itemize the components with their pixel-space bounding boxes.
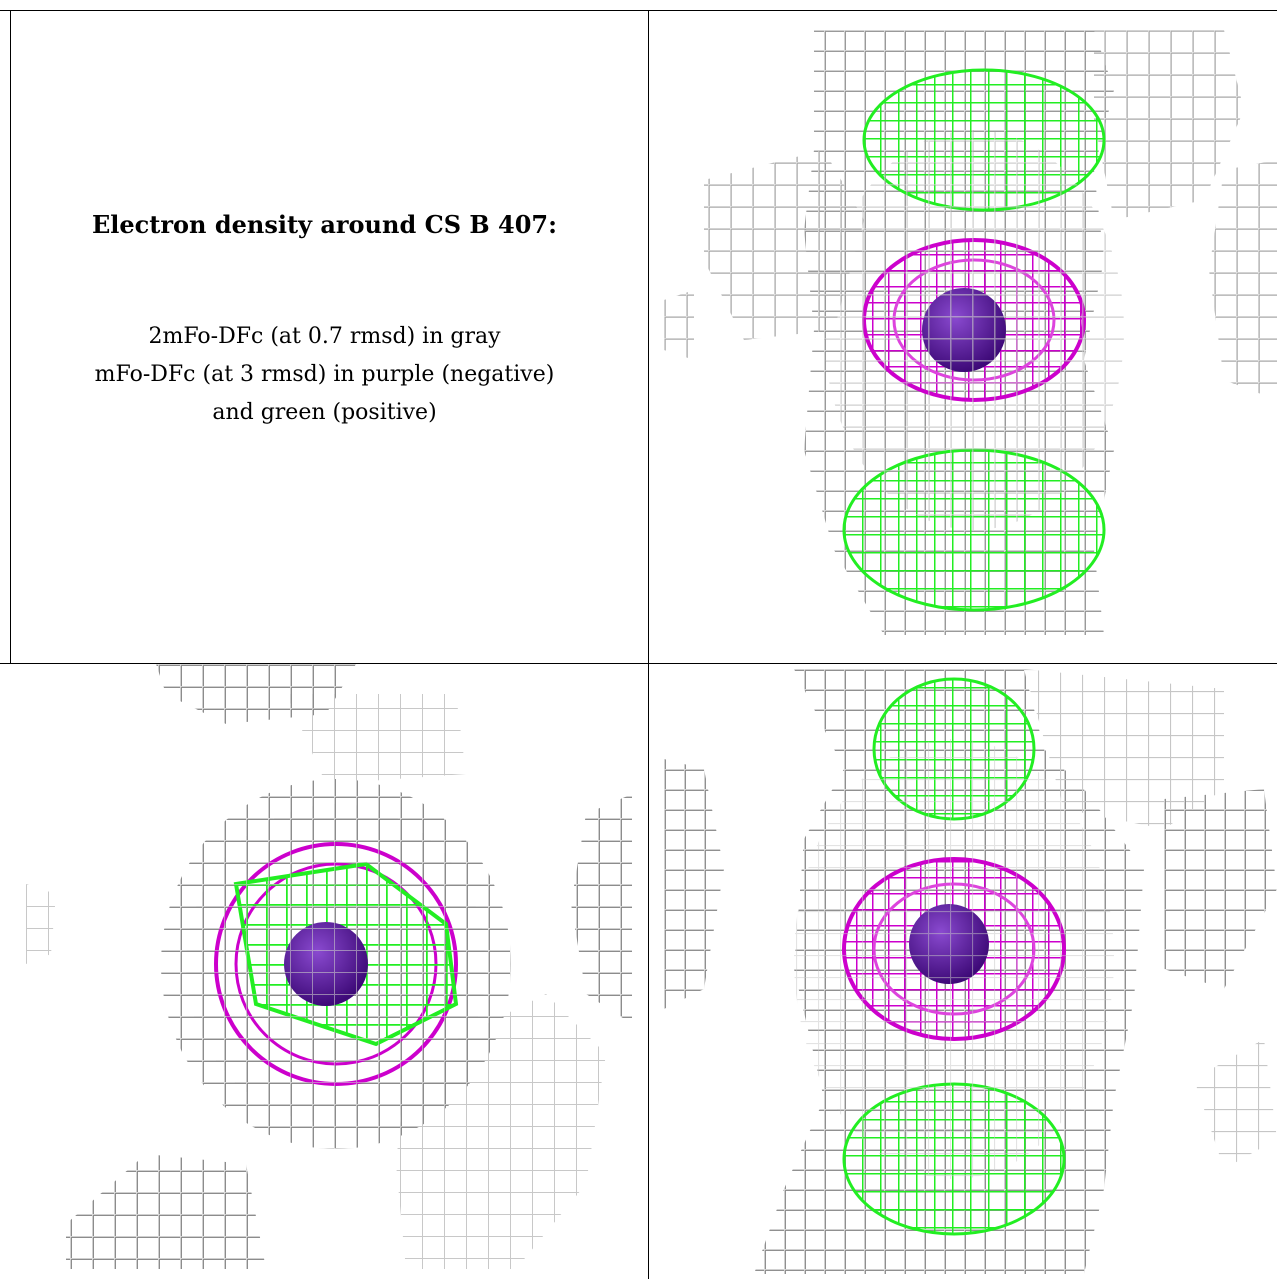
- figure-legend: 2mFo-DFc (at 0.7 rmsd) in gray mFo-DFc (…: [0, 318, 649, 432]
- legend-line-green: and green (positive): [212, 400, 437, 425]
- center-divider: [648, 10, 649, 1279]
- caption-panel: Electron density around CS B 407: 2mFo-D…: [0, 0, 649, 663]
- density-image-bottom-left: [26, 664, 632, 1269]
- legend-line-purple: mFo-DFc (at 3 rmsd) in purple (negative): [94, 362, 555, 387]
- density-image-bottom-right: [664, 669, 1277, 1274]
- density-panel-bottom-right: [664, 669, 1277, 1274]
- density-image-top-right: [664, 30, 1277, 635]
- top-border: [0, 10, 1277, 11]
- middle-divider: [0, 663, 1277, 664]
- figure-title: Electron density around CS B 407:: [92, 210, 557, 239]
- legend-line-gray: 2mFo-DFc (at 0.7 rmsd) in gray: [148, 324, 501, 349]
- density-panel-top-right: [664, 30, 1277, 635]
- left-border: [10, 10, 11, 664]
- density-panel-bottom-left: [26, 664, 632, 1269]
